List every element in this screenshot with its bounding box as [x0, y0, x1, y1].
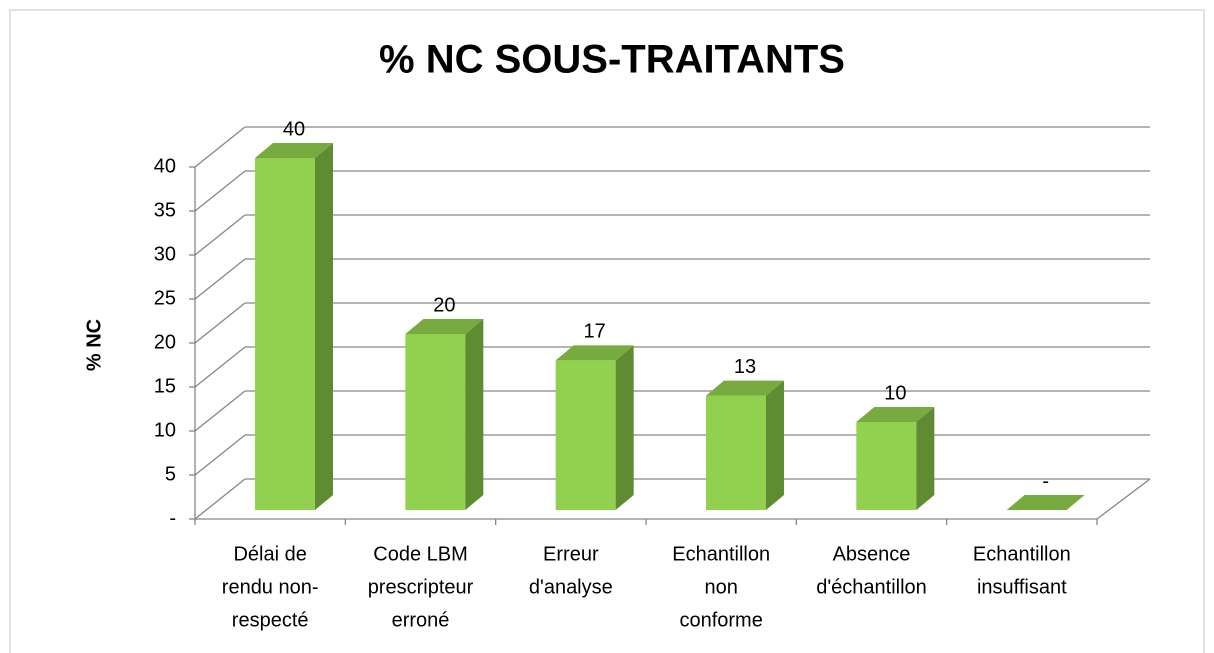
x-tick-label: conforme [679, 609, 762, 631]
bar-top [555, 345, 634, 361]
x-tick-label: Absence [833, 543, 911, 565]
x-tick-label: d'analyse [529, 576, 613, 598]
bar-top [856, 407, 935, 422]
x-tick-label: respecté [232, 609, 309, 631]
y-tick-label: 15 [154, 375, 176, 397]
x-tick-label: Code LBM [373, 543, 468, 565]
y-tick-label: 20 [154, 331, 176, 353]
bar-side [916, 407, 935, 510]
bar-side [766, 380, 784, 510]
y-axis-title: % NC [83, 319, 105, 371]
floor-edge [1096, 478, 1151, 520]
bar-front [255, 158, 315, 510]
x-tick-label: insuffisant [977, 576, 1067, 598]
data-label: 10 [884, 382, 906, 404]
bar-side [465, 319, 484, 510]
chart-title: % NC SOUS-TRAITANTS [379, 38, 845, 82]
grid-line [194, 170, 246, 212]
grid-line [194, 434, 246, 476]
bar-side [315, 143, 333, 510]
x-tick-label: Echantillon [973, 543, 1071, 565]
bar-front [706, 395, 766, 510]
x-tick-label: Délai de [233, 543, 306, 565]
data-label: - [1042, 470, 1049, 492]
grid-line [194, 478, 246, 520]
grid-line [194, 214, 246, 256]
y-tick-label: 40 [154, 155, 176, 177]
bar-top [706, 380, 784, 396]
bar-top [405, 319, 484, 334]
x-tick-label: rendu non- [222, 576, 319, 598]
bar-front [555, 360, 616, 510]
data-label: 13 [734, 356, 756, 378]
y-tick-label: - [169, 507, 176, 529]
bar-front [405, 334, 466, 510]
data-label: 17 [584, 321, 606, 343]
x-tick-label: non [704, 576, 737, 598]
bar-top [255, 143, 333, 158]
bar-side [615, 345, 634, 510]
grid-line [194, 126, 246, 168]
grid-line [194, 390, 246, 432]
grid-line [194, 258, 246, 300]
y-tick-label: 35 [154, 199, 176, 221]
data-label: 20 [433, 294, 455, 316]
y-tick-label: 30 [154, 243, 176, 265]
x-tick-label: Echantillon [672, 543, 770, 565]
x-tick-label: prescripteur [368, 576, 474, 598]
y-tick-label: 10 [154, 419, 176, 441]
y-tick-label: 5 [165, 463, 176, 485]
grid-line [194, 302, 246, 344]
x-tick-label: d'échantillon [816, 576, 927, 598]
grid-line [194, 346, 246, 388]
x-tick-label: Erreur [543, 543, 599, 565]
bar-front [856, 422, 917, 510]
data-label: 40 [283, 118, 305, 140]
x-tick-label: erroné [392, 609, 450, 631]
bar-top [1006, 495, 1085, 510]
y-tick-label: 25 [154, 287, 176, 309]
